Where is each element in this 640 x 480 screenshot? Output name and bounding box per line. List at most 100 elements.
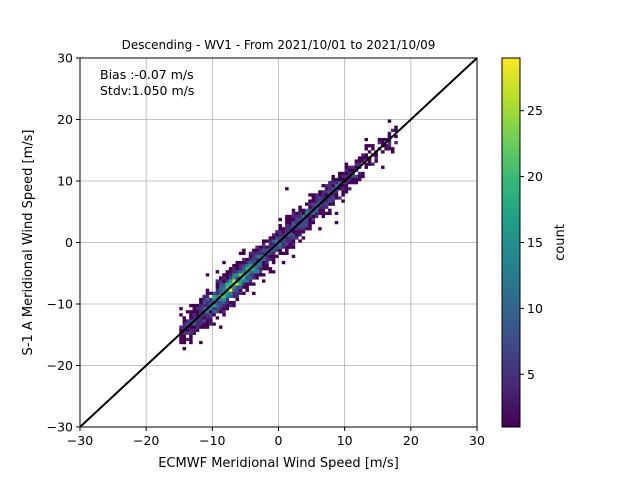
density-bin xyxy=(248,264,253,268)
density-bin xyxy=(347,171,352,176)
density-bin xyxy=(331,196,335,200)
density-bin xyxy=(390,150,395,154)
density-bin xyxy=(301,224,306,228)
density-bin xyxy=(192,313,196,317)
density-bin xyxy=(347,165,352,169)
density-bin xyxy=(248,257,253,262)
density-bin xyxy=(205,300,210,305)
density-bin xyxy=(248,282,253,286)
density-bin xyxy=(334,181,339,185)
colorbar-tick-label: 20 xyxy=(527,169,543,184)
colorbar-tick-label: 25 xyxy=(527,103,543,118)
density-bin xyxy=(338,196,342,200)
density-bin xyxy=(189,310,193,314)
density-bin xyxy=(228,294,233,299)
density-bin xyxy=(331,174,335,179)
density-bin xyxy=(218,300,223,305)
density-bin xyxy=(179,325,183,329)
density-bin xyxy=(265,260,269,265)
density-bin xyxy=(394,125,398,129)
density-bin xyxy=(252,273,256,277)
density-bin xyxy=(179,340,183,345)
density-bin xyxy=(308,193,312,197)
density-bin xyxy=(374,156,378,160)
density-bin xyxy=(202,322,206,326)
y-tick-label: −30 xyxy=(47,420,73,435)
density-bin xyxy=(268,239,273,243)
density-bin xyxy=(298,224,302,228)
density-bin xyxy=(232,276,236,280)
density-bin xyxy=(255,276,259,280)
density-bin xyxy=(218,307,223,311)
density-bin xyxy=(179,334,183,339)
stats-stdv: Stdv:1.050 m/s xyxy=(100,83,194,98)
density-bin xyxy=(235,297,239,302)
density-bin xyxy=(314,199,319,203)
density-bin xyxy=(361,153,365,157)
density-bin xyxy=(324,184,329,188)
density-bin xyxy=(308,208,312,212)
density-bin xyxy=(225,279,230,283)
density-bin xyxy=(238,285,243,289)
stats-bias: Bias :-0.07 m/s xyxy=(100,67,194,82)
density-bin xyxy=(185,331,190,335)
density-bin xyxy=(258,264,263,268)
density-bin xyxy=(295,211,299,216)
density-bin xyxy=(255,245,259,249)
density-bin xyxy=(222,294,226,299)
density-bin xyxy=(218,282,223,286)
density-bin xyxy=(281,233,286,237)
density-bin xyxy=(225,273,230,277)
density-bin xyxy=(182,316,187,320)
density-bin xyxy=(205,316,210,320)
density-bin xyxy=(354,159,359,163)
density-bin xyxy=(222,279,226,283)
density-bin xyxy=(275,239,279,243)
density-bin xyxy=(387,141,392,145)
density-bin xyxy=(212,304,216,308)
density-bin xyxy=(189,325,193,329)
density-bin xyxy=(344,184,349,188)
density-bin xyxy=(225,300,230,305)
density-bin xyxy=(341,187,345,191)
density-bin xyxy=(304,208,309,212)
density-bin xyxy=(341,193,345,197)
density-bin xyxy=(341,199,345,203)
density-bin xyxy=(318,193,322,197)
density-bin xyxy=(228,288,233,292)
density-bin xyxy=(268,242,273,246)
density-bin xyxy=(281,251,286,255)
x-tick-label: 10 xyxy=(337,433,353,448)
x-axis-ticks: −30 −20 −10 0 10 20 30 xyxy=(67,427,485,448)
density-bin xyxy=(321,205,326,209)
density-bin xyxy=(351,174,355,179)
density-bin xyxy=(255,257,259,262)
density-bin xyxy=(185,319,190,323)
density-bin xyxy=(222,260,226,265)
density-bin xyxy=(314,193,319,197)
density-bin xyxy=(324,199,329,203)
density-bin xyxy=(281,260,286,265)
density-bin xyxy=(371,144,375,148)
density-bin xyxy=(192,316,196,320)
density-bin xyxy=(347,181,352,185)
density-bin xyxy=(189,331,193,335)
density-bin xyxy=(189,316,193,320)
y-tick-label: 0 xyxy=(65,235,73,250)
density-bin xyxy=(288,233,292,237)
y-tick-label: −20 xyxy=(47,358,73,373)
density-bin xyxy=(394,134,398,139)
density-bin xyxy=(338,174,342,179)
density-bin xyxy=(199,325,203,329)
density-bin xyxy=(215,279,220,283)
density-bin xyxy=(182,337,187,342)
density-bin xyxy=(285,248,289,252)
density-bin xyxy=(252,270,256,274)
density-bin xyxy=(182,347,187,351)
density-bin xyxy=(192,331,196,335)
density-bin xyxy=(258,270,263,274)
density-bin xyxy=(394,128,398,132)
density-bin xyxy=(199,307,203,311)
density-bin xyxy=(232,288,236,292)
density-bin xyxy=(242,276,246,280)
